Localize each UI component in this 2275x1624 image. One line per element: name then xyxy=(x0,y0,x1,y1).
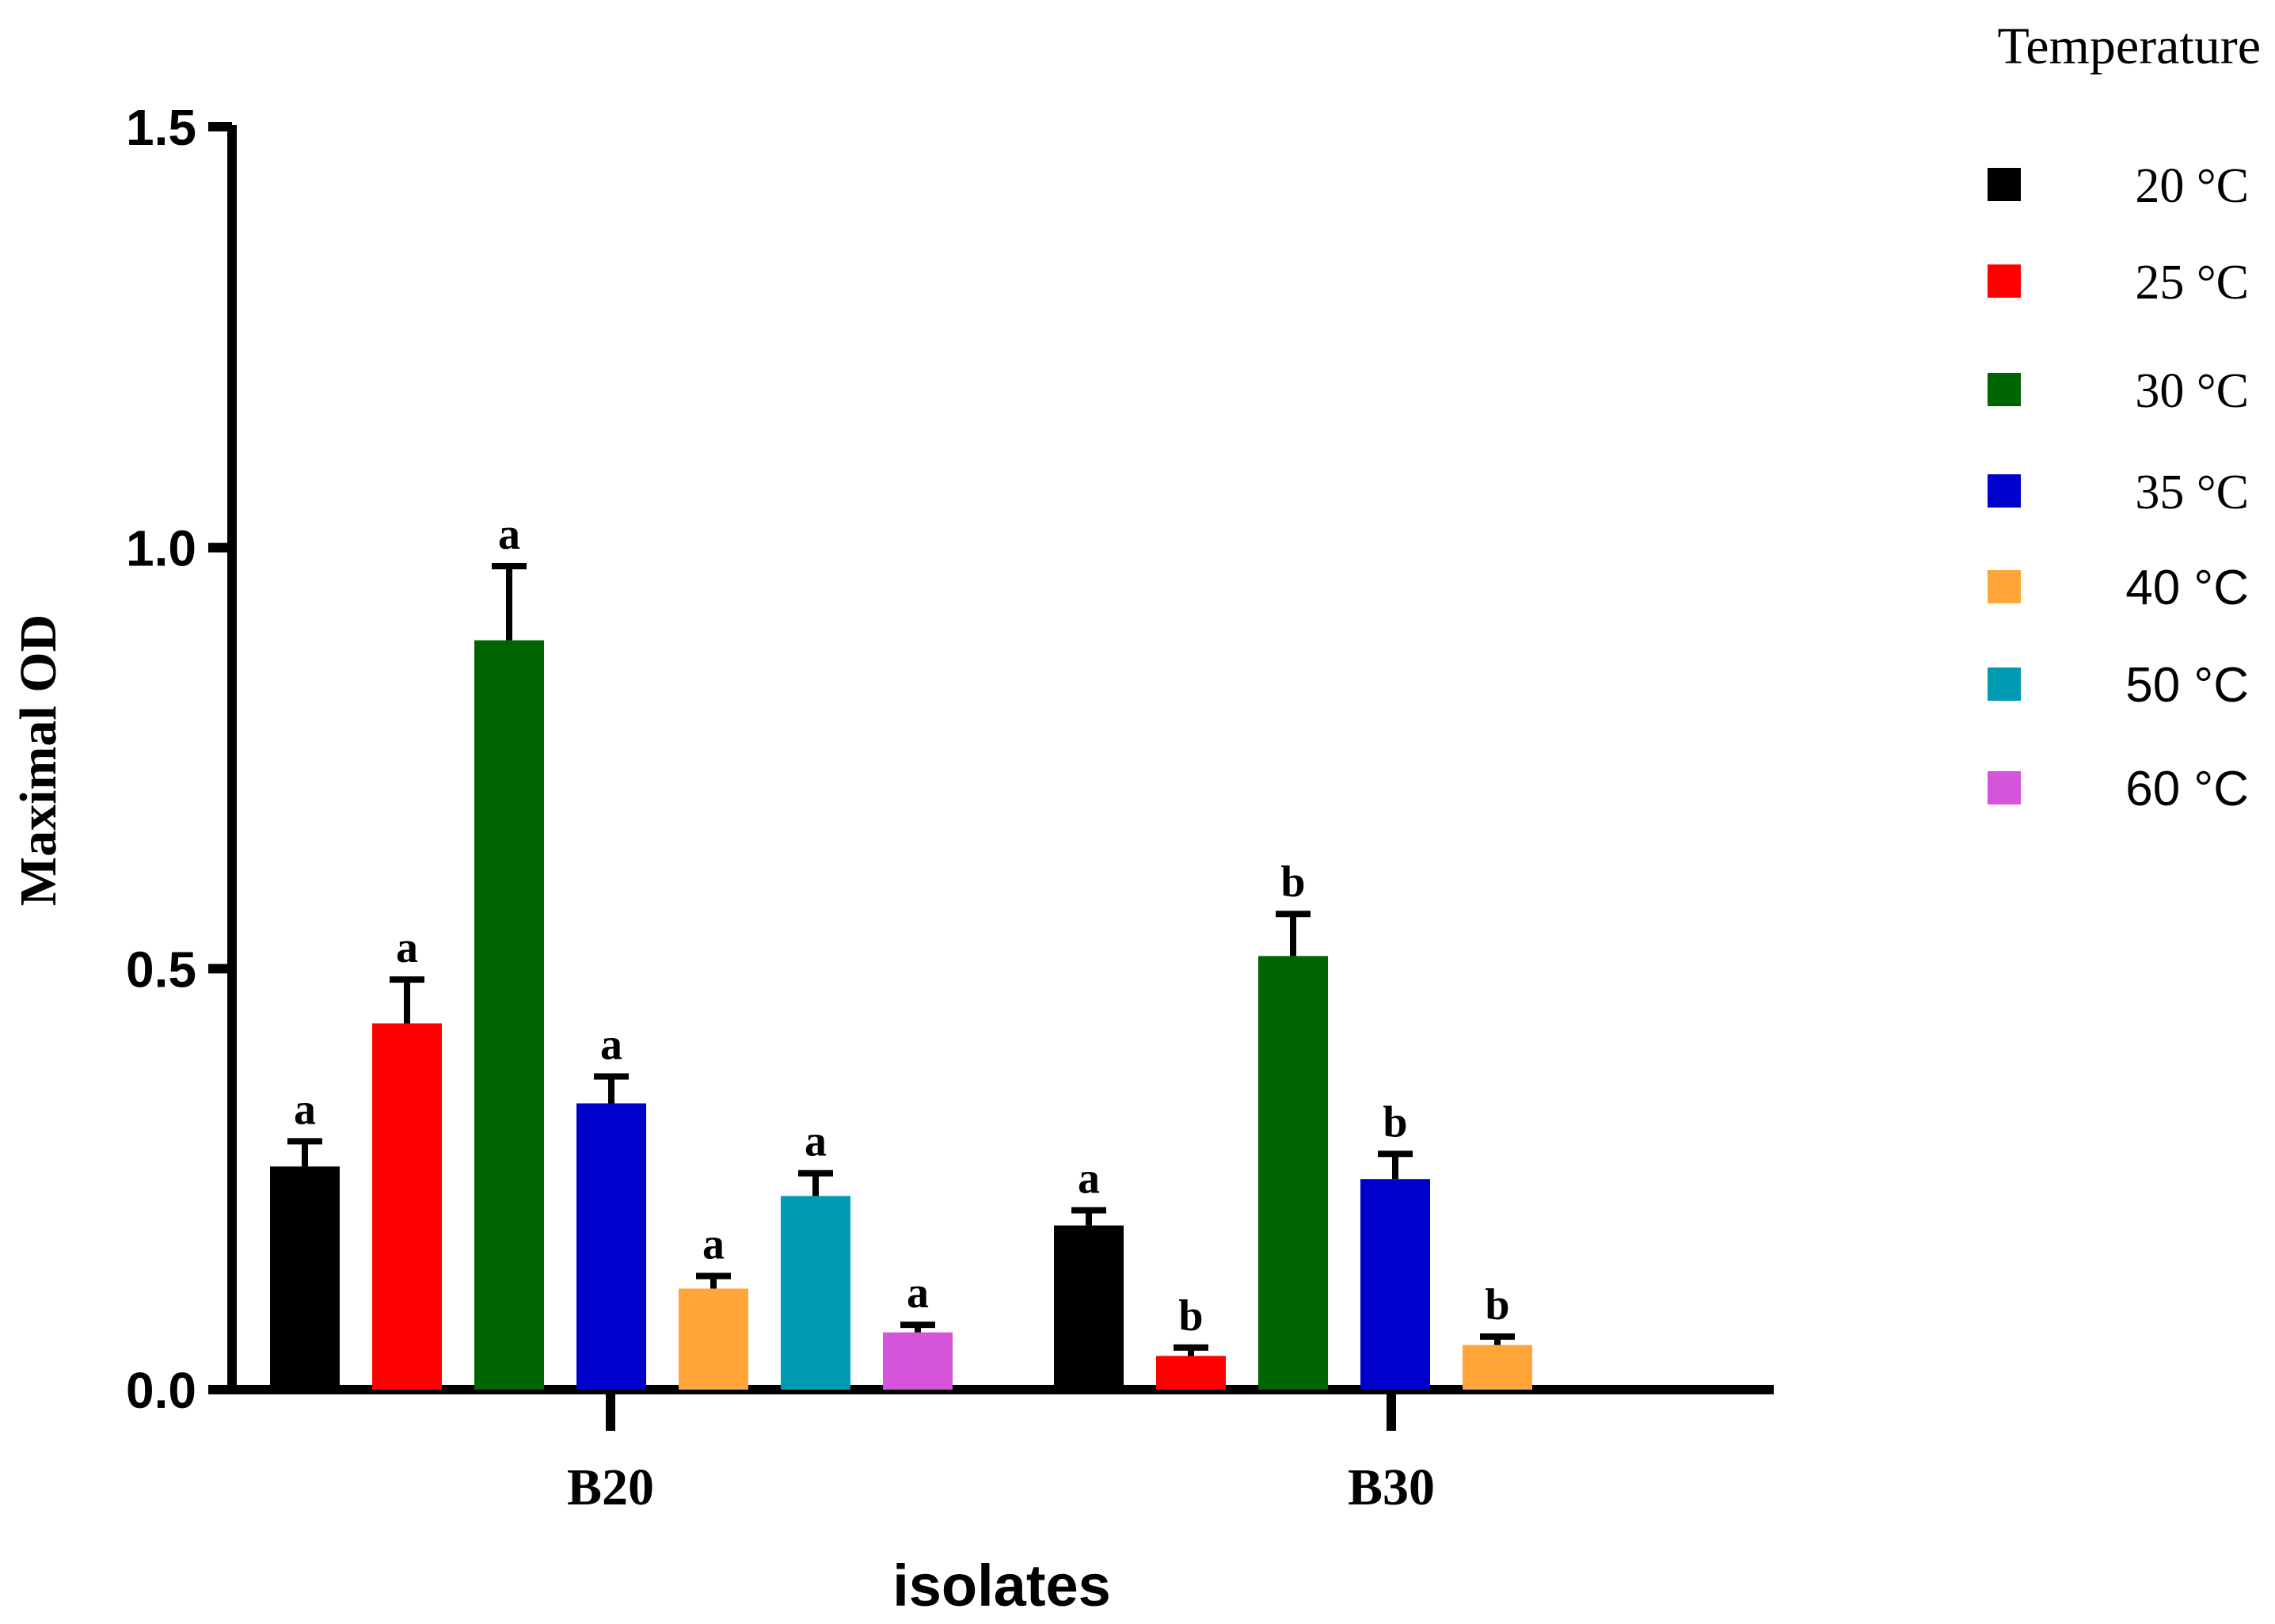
significance-label: a xyxy=(396,923,418,972)
legend-label: 60 °C xyxy=(2125,762,2249,816)
bar xyxy=(576,1103,646,1390)
x-tick-label: B20 xyxy=(567,1459,654,1516)
significance-label: a xyxy=(600,1020,622,1069)
significance-label: a xyxy=(805,1117,827,1166)
error-bars xyxy=(287,563,1515,1356)
legend-swatch xyxy=(1988,771,2021,804)
significance-label: a xyxy=(907,1268,929,1318)
bar xyxy=(1054,1225,1124,1390)
bar xyxy=(1463,1344,1532,1390)
bar xyxy=(1258,956,1328,1390)
significance-label: a xyxy=(702,1219,725,1268)
y-tick-label: 1.0 xyxy=(126,520,196,577)
y-axis-title: Maximal OD xyxy=(10,614,67,906)
legend-label: 50 °C xyxy=(2125,658,2249,713)
y-tick-label: 0.5 xyxy=(126,941,196,998)
legend: Temperature 20 °C 25 °C 30 °C 35 °C 40 °C 50 … xyxy=(1988,17,2261,816)
significance-label: b xyxy=(1178,1291,1203,1341)
legend-label: 25 °C xyxy=(2135,256,2249,310)
bar xyxy=(474,640,544,1390)
x-axis-title: isolates xyxy=(892,1553,1111,1618)
bar xyxy=(781,1196,850,1390)
significance-label: a xyxy=(498,510,520,559)
legend-label: 20 °C xyxy=(2135,159,2249,213)
legend-label: 40 °C xyxy=(2125,561,2249,615)
y-tick-label: 0.0 xyxy=(126,1362,196,1419)
bar xyxy=(1360,1179,1430,1390)
legend-swatch xyxy=(1988,570,2021,603)
bar xyxy=(679,1288,748,1390)
legend-label: 30 °C xyxy=(2135,364,2249,418)
significance-label: b xyxy=(1485,1280,1509,1329)
legend-swatch xyxy=(1988,667,2021,701)
bar xyxy=(883,1332,953,1390)
legend-swatch xyxy=(1988,373,2021,406)
significance-label: a xyxy=(294,1085,316,1134)
significance-labels: a a a a a a a a b b b b xyxy=(294,510,1510,1341)
legend-title: Temperature xyxy=(1997,17,2261,75)
significance-label: b xyxy=(1280,858,1305,907)
bar xyxy=(270,1166,340,1390)
x-axis: B20 B30 xyxy=(227,1385,1774,1516)
legend-swatch xyxy=(1988,264,2021,298)
legend-swatch xyxy=(1988,474,2021,508)
y-axis: 0.0 0.5 1.0 1.5 xyxy=(126,99,237,1419)
legend-swatch xyxy=(1988,168,2021,201)
significance-label: a xyxy=(1078,1154,1100,1204)
significance-label: b xyxy=(1383,1097,1407,1147)
bars xyxy=(270,640,1532,1390)
bar xyxy=(1156,1356,1226,1390)
x-tick-label: B30 xyxy=(1348,1459,1435,1516)
bar xyxy=(372,1023,442,1390)
legend-label: 35 °C xyxy=(2135,466,2249,519)
y-tick-label: 1.5 xyxy=(126,99,196,156)
